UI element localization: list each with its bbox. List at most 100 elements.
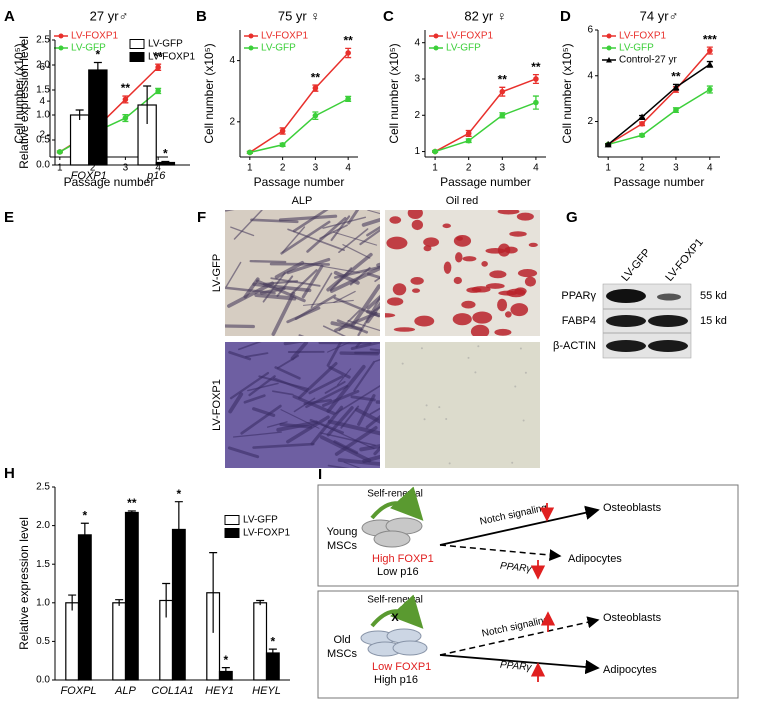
bar	[253, 602, 268, 681]
fiber	[247, 382, 279, 392]
y-tick-label: 2	[229, 116, 235, 127]
error-bar	[127, 510, 136, 515]
lipid	[393, 327, 416, 332]
lipid	[524, 276, 536, 287]
y-tick-label: 2.0	[36, 520, 50, 531]
y-tick-label: 2	[414, 110, 420, 121]
fiber	[359, 444, 380, 452]
pathway-label: PPARγ	[500, 660, 533, 674]
speck	[522, 419, 525, 422]
group-label: Old	[333, 634, 350, 646]
self-renewal-arrow	[370, 486, 424, 521]
legend-label: LV-GFP	[148, 39, 183, 50]
image-panel: F ALP Oil red LV-GFP LV-FOXP1	[197, 195, 540, 468]
column-label: Oil red	[446, 195, 478, 207]
p16-level: Low p16	[377, 566, 419, 578]
target-label: Osteoblasts	[603, 502, 662, 514]
x-tick-label: 3	[500, 163, 506, 174]
legend-label: LV-FOXP1	[243, 528, 290, 539]
group-label: Young	[327, 526, 358, 538]
foxp1-level: Low FOXP1	[372, 661, 431, 673]
lipid	[443, 261, 452, 274]
bar	[265, 652, 280, 681]
significance: *	[177, 487, 182, 501]
lipid	[481, 261, 488, 267]
fiber	[289, 269, 318, 297]
cell	[392, 640, 428, 656]
series-line	[434, 78, 537, 153]
fiber	[252, 442, 315, 449]
legend-label: LV-GFP	[261, 43, 296, 54]
size-marker: 15 kd	[700, 315, 727, 327]
lipid	[442, 223, 451, 229]
band	[657, 293, 681, 301]
lipid	[485, 283, 505, 289]
fiber	[334, 311, 378, 333]
fiber	[361, 217, 380, 227]
y-tick-label: 0.0	[36, 675, 50, 686]
x-tick-label: 1	[57, 163, 63, 174]
fiber	[350, 284, 380, 328]
lipid	[452, 313, 472, 326]
cell	[386, 628, 422, 644]
marker	[465, 130, 472, 137]
marker	[432, 148, 438, 155]
speck	[467, 356, 470, 359]
legend-swatch	[224, 515, 240, 525]
fiber	[343, 461, 361, 468]
fiber	[287, 228, 345, 252]
panel-label: F	[197, 209, 206, 226]
chart-title: 74 yr♂	[640, 8, 679, 23]
significance: **	[153, 49, 163, 63]
marker	[639, 132, 645, 139]
marker	[345, 96, 351, 102]
lipid	[509, 231, 527, 237]
lipid	[497, 210, 520, 215]
fiber	[290, 342, 309, 361]
fiber	[286, 415, 330, 444]
x-tick-label: 3	[673, 163, 679, 174]
fiber	[366, 225, 380, 237]
lipid	[514, 287, 527, 295]
legend-marker	[606, 45, 612, 51]
fiber	[332, 231, 378, 246]
lipid	[414, 315, 435, 327]
y-tick-label: 2.5	[36, 35, 50, 46]
x-tick-label: 2	[280, 163, 286, 174]
significance: *	[271, 634, 276, 648]
cell	[373, 530, 411, 548]
marker	[707, 47, 713, 54]
marker	[673, 107, 679, 113]
speck	[438, 406, 441, 409]
bar	[69, 114, 90, 166]
fiber	[243, 394, 266, 404]
lipid	[517, 268, 538, 278]
x-tick-label: 2	[639, 163, 645, 174]
panel-label: C	[383, 8, 394, 25]
band	[606, 289, 646, 303]
marker	[279, 141, 286, 148]
bar	[88, 69, 108, 166]
micrograph	[385, 342, 540, 468]
arrow	[439, 505, 600, 546]
fiber	[233, 210, 263, 240]
fiber	[227, 446, 260, 459]
fiber	[369, 348, 380, 352]
fiber	[266, 421, 288, 428]
arrow	[439, 654, 600, 675]
fiber	[339, 351, 380, 356]
speck	[401, 362, 404, 365]
error-bar	[68, 594, 77, 611]
y-axis-label: Cell number (x10⁵)	[560, 43, 574, 143]
fiber	[359, 228, 380, 246]
legend-swatch	[129, 39, 145, 49]
y-tick-label: 2.0	[36, 60, 50, 71]
y-axis-label: Cell number (x10⁵)	[12, 43, 26, 143]
fiber	[252, 282, 312, 293]
x-axis-label: Passage number	[440, 175, 531, 189]
lipid	[528, 242, 538, 248]
y-tick-label: 1.0	[36, 110, 50, 121]
fiber	[274, 366, 301, 380]
fiber	[225, 210, 235, 212]
